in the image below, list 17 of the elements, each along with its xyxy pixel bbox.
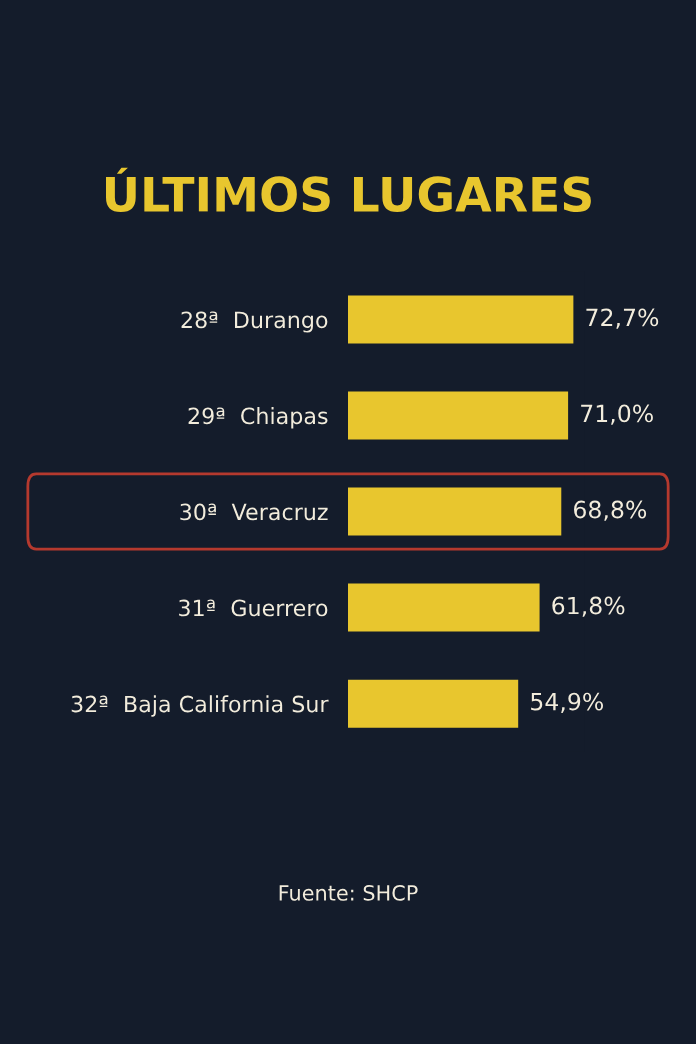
data-label: 71,0% — [581, 404, 653, 425]
y-tick-label: 32ª Baja California Sur — [71, 695, 329, 717]
bar — [348, 487, 562, 536]
data-label: 54,9% — [531, 692, 604, 713]
bar — [348, 295, 574, 344]
chart-title: ÚLTIMOS LUGARES — [106, 167, 591, 213]
y-tick-label: 31ª Guerrero — [179, 599, 328, 617]
bar — [348, 391, 569, 440]
bar — [348, 679, 519, 728]
data-label: 61,8% — [552, 596, 625, 617]
y-tick-label: 29ª Chiapas — [188, 407, 328, 429]
source-note: Fuente: SHCP — [279, 884, 418, 901]
y-tick-label: 28ª Durango — [181, 311, 328, 333]
bar — [348, 583, 540, 632]
data-label: 72,7% — [586, 308, 659, 329]
y-tick-label: 30ª Veracruz — [180, 503, 328, 521]
data-label: 68,8% — [574, 500, 647, 521]
